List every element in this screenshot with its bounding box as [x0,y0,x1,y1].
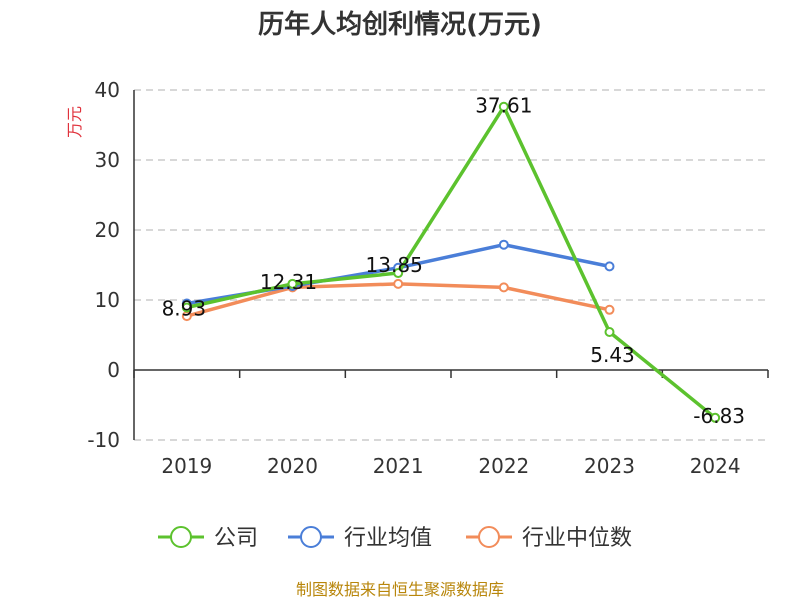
y-tick-labels: -10 0 10 20 30 40 [87,78,120,452]
series-line [186,104,717,420]
x-tick-label: 2023 [584,454,635,478]
data-label: 5.43 [590,343,635,367]
source-note: 制图数据来自恒生聚源数据库 [296,580,504,599]
x-tick-labels: 2019 2020 2021 2022 2023 2024 [161,454,740,478]
data-point [604,261,615,272]
data-point [498,282,509,293]
legend-label: 公司 [214,526,258,551]
series-lines [181,101,721,423]
data-point [498,101,509,112]
data-point [604,304,615,315]
legend-item[interactable]: 公司 [158,526,258,551]
legend-swatch-marker [170,526,192,548]
data-point [181,302,192,313]
y-tick-label: 20 [95,218,120,242]
data-labels: 8.93 12.31 13.85 37.61 5.43 -6.83 [162,94,745,428]
y-tick-label: 30 [95,148,120,172]
y-axis-unit: 万元 [65,106,84,138]
x-tick-label: 2024 [690,454,741,478]
legend[interactable]: 公司 行业均值 行业中位数 [158,526,632,551]
data-label: 37.61 [475,94,532,118]
data-label: 8.93 [162,296,207,320]
legend-item[interactable]: 行业中位数 [466,526,632,551]
chart-title: 历年人均创利情况(万元) [258,9,542,40]
legend-swatch-marker [300,526,322,548]
y-tick-label: 0 [107,358,120,382]
x-tick-label: 2022 [478,454,529,478]
data-point [393,268,404,279]
data-point [710,412,721,423]
axes [133,90,769,440]
data-point [287,278,298,289]
x-tick-label: 2020 [267,454,318,478]
data-label: 12.31 [260,270,317,294]
grid-lines [134,89,768,441]
data-label: 13.85 [366,253,423,277]
y-tick-label: 10 [95,288,120,312]
data-point [498,239,509,250]
data-point [604,326,615,337]
data-point [393,278,404,289]
x-tick-label: 2021 [373,454,424,478]
y-tick-label: -10 [87,428,120,452]
legend-label: 行业中位数 [522,526,632,551]
data-label: -6.83 [693,404,745,428]
legend-label: 行业均值 [344,526,432,551]
legend-item[interactable]: 行业均值 [288,526,432,551]
x-tick-label: 2019 [161,454,212,478]
y-tick-label: 40 [95,78,120,102]
legend-swatch-marker [478,526,500,548]
